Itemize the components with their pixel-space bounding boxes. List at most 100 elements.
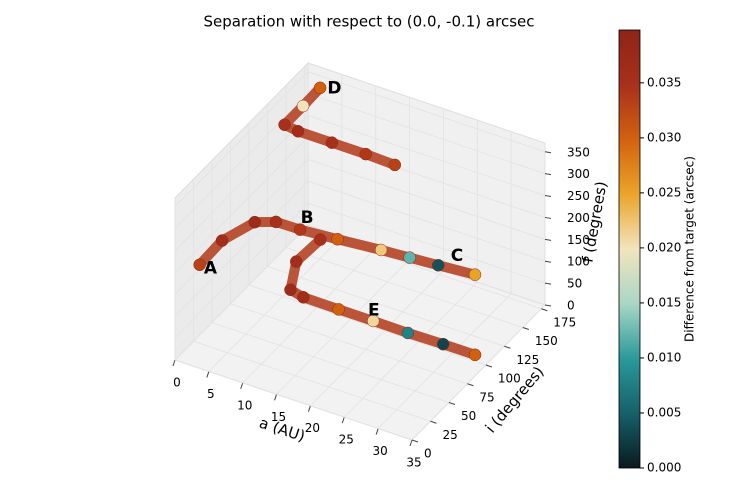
point <box>436 337 450 351</box>
x-tick <box>341 416 345 424</box>
grid-line <box>174 359 413 441</box>
point <box>374 243 388 257</box>
z-tick-label: 50 <box>567 277 582 291</box>
colorbar-tick-label: 0.020 <box>647 240 681 254</box>
z-tick <box>544 304 552 307</box>
x-tick <box>375 428 379 435</box>
point <box>293 223 307 236</box>
z-tick-label: 300 <box>567 167 590 181</box>
y-tick-label: 0 <box>424 447 432 461</box>
y-tick <box>541 308 548 312</box>
colorbar-tick-label: 0.035 <box>647 75 681 89</box>
x-tick <box>307 405 311 412</box>
grid-line <box>174 180 309 317</box>
annotation: B <box>301 208 314 228</box>
grid-line <box>174 224 309 361</box>
grid-line <box>193 340 431 422</box>
z-tick-label: 0 <box>567 299 575 313</box>
z-tick-label: 100 <box>567 255 590 269</box>
x-tick-label: 5 <box>207 387 215 401</box>
z-tick-label: 250 <box>567 189 590 203</box>
y-tick-label: 100 <box>498 372 521 386</box>
y-tick <box>448 402 456 405</box>
x-tick-label: 0 <box>173 376 181 390</box>
point <box>401 326 415 340</box>
y-tick <box>467 383 474 387</box>
colorbar-tick-label: 0.000 <box>647 461 681 475</box>
point <box>269 215 283 229</box>
annotation: E <box>368 300 380 320</box>
point <box>278 118 291 131</box>
x-tick <box>240 382 244 390</box>
grid-line <box>174 71 309 208</box>
point <box>331 233 344 246</box>
point <box>468 348 482 362</box>
x-tick <box>172 359 176 367</box>
x-tick-label: 35 <box>406 456 421 470</box>
annotation: D <box>327 78 341 98</box>
grid-line <box>307 180 546 262</box>
point <box>297 291 310 304</box>
z-tick-label: 150 <box>567 233 590 247</box>
point <box>296 99 310 113</box>
point <box>290 255 303 268</box>
point <box>332 303 345 316</box>
chart-title: Separation with respect to (0.0, -0.1) a… <box>204 13 535 31</box>
annotation: A <box>204 258 218 278</box>
colorbar-label: Difference from target (arcsec) <box>683 156 697 342</box>
y-tick <box>411 439 419 443</box>
x-tick <box>206 371 210 378</box>
y-tick <box>522 327 529 330</box>
point <box>314 233 327 246</box>
y-tick-label: 50 <box>461 409 476 423</box>
z-tick <box>544 151 552 154</box>
x-tick-label: 25 <box>339 433 354 447</box>
grid-line <box>174 93 309 229</box>
point <box>284 283 297 297</box>
y-tick <box>485 364 493 368</box>
z-tick-label: 200 <box>567 211 590 225</box>
point <box>403 251 416 264</box>
y-tick-label: 25 <box>442 428 457 442</box>
point <box>313 81 327 95</box>
grid-line <box>211 322 450 403</box>
grid-line <box>285 247 523 328</box>
grid-line <box>248 284 487 366</box>
x-tick-label: 15 <box>271 410 286 424</box>
x-tick-label: 30 <box>373 444 388 458</box>
y-tick-label: 175 <box>553 315 576 329</box>
z-tick <box>544 282 552 285</box>
colorbar-tick-label: 0.030 <box>647 130 681 144</box>
z-tick <box>544 260 552 263</box>
y-tick <box>430 420 437 424</box>
colorbar-tick-label: 0.005 <box>647 405 681 419</box>
colorbar-tick-label: 0.010 <box>647 350 681 364</box>
point <box>468 268 482 281</box>
point <box>193 258 206 272</box>
point <box>248 215 262 229</box>
z-tick-label: 350 <box>567 145 590 159</box>
point <box>215 234 229 247</box>
y-tick-label: 125 <box>516 353 539 367</box>
point <box>359 147 372 161</box>
z-tick <box>544 216 552 219</box>
z-tick <box>544 195 552 198</box>
point <box>366 314 380 328</box>
point <box>325 136 339 149</box>
y-tick <box>504 345 511 349</box>
grid-line <box>267 265 505 347</box>
x-tick <box>274 394 278 401</box>
grid-line <box>174 137 309 273</box>
point <box>431 259 445 272</box>
y-tick-label: 150 <box>535 334 558 348</box>
y-tick-label: 75 <box>479 390 494 404</box>
grid-line <box>307 202 546 284</box>
grid-line <box>307 158 546 240</box>
point <box>388 158 402 172</box>
annotation: C <box>451 246 463 266</box>
grid-line <box>307 93 546 175</box>
x-tick <box>409 439 413 447</box>
z-tick <box>544 173 552 176</box>
colorbar <box>618 29 641 469</box>
